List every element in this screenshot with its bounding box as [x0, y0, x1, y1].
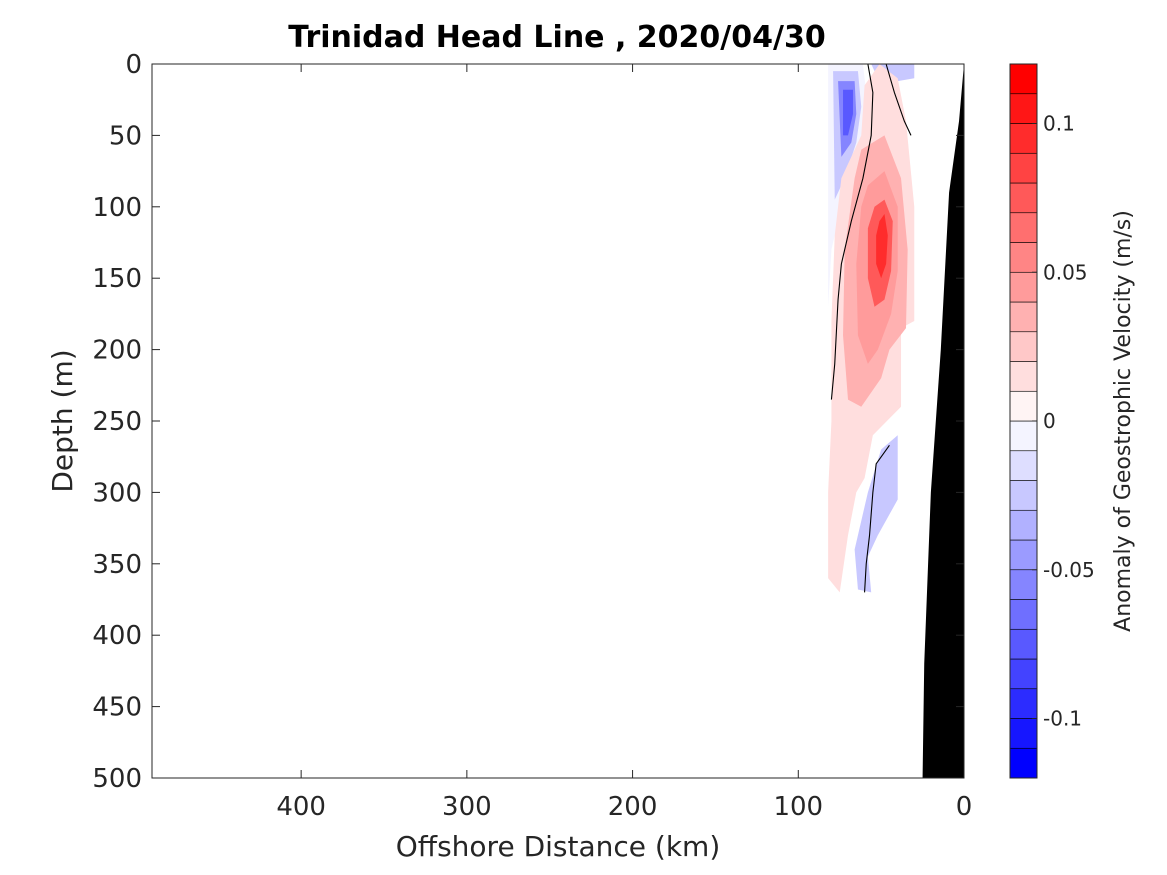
colorbar-segment: [1009, 480, 1038, 511]
x-tick-label: 200: [608, 792, 658, 822]
zero-contour-line: [864, 444, 890, 593]
colorbar: 0.1 0.05 0 -0.05 -0.1: [1009, 63, 1095, 779]
colorbar-segment: [1009, 509, 1038, 541]
colorbar-segment: [1009, 599, 1038, 630]
colorbar-segment: [1009, 123, 1038, 154]
x-tick-label: 400: [276, 792, 326, 822]
colorbar-segment: [1009, 747, 1038, 779]
colorbar-segment: [1009, 93, 1038, 124]
chart-title: Trinidad Head Line , 2020/04/30: [288, 20, 825, 55]
y-tick-label: 100: [92, 193, 142, 223]
colorbar-tick-label: -0.05: [1043, 558, 1095, 582]
negative-anomaly-region: [854, 435, 898, 593]
colorbar-segment: [1009, 361, 1038, 392]
x-axis-label: Offshore Distance (km): [396, 830, 721, 863]
y-tick-label: 400: [92, 621, 142, 651]
colorbar-tick-label: 0.1: [1043, 112, 1075, 136]
colorbar-tick-label: 0: [1043, 409, 1056, 433]
zero-contour-line: [830, 64, 874, 400]
positive-anomaly-region: [876, 213, 888, 279]
colorbar-segment: [1009, 63, 1038, 95]
colorbar-segment: [1009, 242, 1038, 273]
plot-area: 0 50 100 150 200 250 300 350 400 450 500 400 300 200 1…: [92, 50, 972, 822]
colorbar-segment: [1009, 271, 1038, 303]
x-tick-label: 100: [773, 792, 823, 822]
colorbar-segment: [1009, 628, 1038, 660]
colorbar-segment: [1009, 450, 1038, 481]
y-tick-label: 500: [92, 764, 142, 794]
y-tick-label: 250: [92, 407, 142, 437]
y-tick-label: 150: [92, 264, 142, 294]
colorbar-segment: [1009, 212, 1038, 243]
x-tick-label: 0: [956, 792, 973, 822]
y-tick-label: 0: [125, 50, 142, 80]
colorbar-segment: [1009, 718, 1038, 749]
colorbar-segment: [1009, 301, 1038, 333]
y-tick-label: 450: [92, 693, 142, 723]
colorbar-segment: [1009, 390, 1038, 422]
x-tick-label: 300: [442, 792, 492, 822]
colorbar-label: Anomaly of Geostrophic Velocity (m/s): [1111, 210, 1136, 632]
colorbar-segment: [1009, 688, 1038, 719]
colorbar-tick-label: 0.05: [1043, 260, 1088, 284]
zero-contour-line: [885, 64, 912, 136]
negative-anomaly-region: [843, 89, 853, 136]
bathymetry-shelf: [922, 64, 964, 778]
colorbar-segment: [1009, 569, 1038, 600]
y-axis-label: Depth (m): [46, 349, 79, 492]
colorbar-segment: [1009, 658, 1038, 690]
colorbar-segment: [1009, 331, 1038, 362]
colorbar-segment: [1009, 152, 1038, 184]
colorbar-tick-label: -0.1: [1043, 707, 1082, 731]
y-tick-label: 350: [92, 550, 142, 580]
anomaly-fills: [828, 64, 964, 778]
colorbar-segment: [1009, 539, 1038, 571]
y-tick-label: 300: [92, 478, 142, 508]
y-tick-label: 200: [92, 336, 142, 366]
colorbar-segment: [1009, 182, 1038, 214]
colorbar-segment: [1009, 420, 1038, 452]
y-tick-label: 50: [109, 121, 142, 151]
